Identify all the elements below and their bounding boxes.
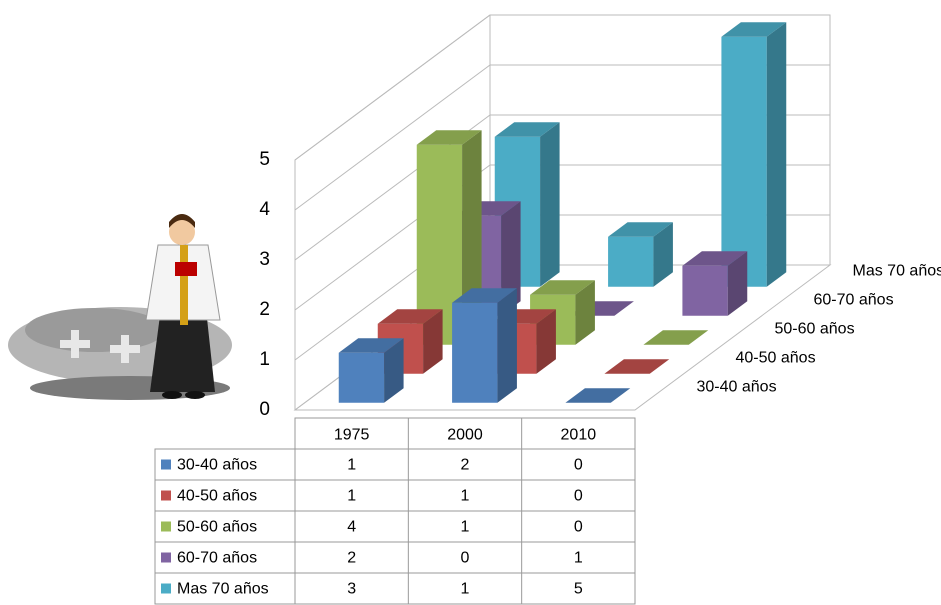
table-cell: 0 xyxy=(574,488,583,505)
bar-top xyxy=(682,251,748,266)
bar-front xyxy=(416,144,463,345)
bar-top xyxy=(604,359,670,374)
bar-top xyxy=(643,330,709,345)
bar-side xyxy=(575,280,595,345)
table-cell: 2 xyxy=(347,550,356,567)
grid-line xyxy=(294,64,830,211)
bar-side xyxy=(766,22,787,287)
table-cell: 1 xyxy=(347,488,356,505)
bar-front xyxy=(338,352,385,403)
grid-line xyxy=(294,14,830,161)
table-cell: 4 xyxy=(347,519,356,536)
y-tick-label: 1 xyxy=(259,349,270,370)
legend-label: 50-60 años xyxy=(177,519,257,536)
depth-axis-label: Mas 70 años xyxy=(853,263,941,280)
legend-key xyxy=(161,583,171,594)
legend-key xyxy=(161,521,171,532)
legend-label: Mas 70 años xyxy=(177,581,269,598)
bar xyxy=(604,359,670,374)
table-header: 2010 xyxy=(561,427,597,444)
table-cell: 1 xyxy=(347,457,356,474)
legend-label: 60-70 años xyxy=(177,550,257,567)
bar xyxy=(565,388,631,403)
bar-top xyxy=(721,22,787,37)
bar xyxy=(452,288,517,403)
depth-axis-label: 60-70 años xyxy=(814,292,894,309)
bar-front xyxy=(682,265,728,316)
legend-key xyxy=(161,552,171,563)
bar-top xyxy=(494,122,560,137)
table-header: 1975 xyxy=(334,427,370,444)
y-tick-label: 3 xyxy=(259,249,270,270)
table-row xyxy=(154,572,636,605)
bar-top xyxy=(565,388,631,403)
depth-axis-label: 50-60 años xyxy=(775,321,855,338)
depth-axis-label: 30-40 años xyxy=(697,379,777,396)
y-tick-label: 2 xyxy=(259,299,270,320)
bar xyxy=(721,22,787,287)
bar-side xyxy=(423,309,443,374)
table-cell: 1 xyxy=(574,550,583,567)
bar-top xyxy=(608,222,673,237)
legend-label: 40-50 años xyxy=(177,488,257,505)
bar-side xyxy=(497,288,517,403)
depth-axis-label: 40-50 años xyxy=(736,350,816,367)
clipart xyxy=(8,214,232,400)
y-tick-label: 0 xyxy=(259,399,270,420)
table-cell: 0 xyxy=(574,519,583,536)
bar-top xyxy=(338,338,404,353)
y-tick-label: 5 xyxy=(259,149,270,170)
bar-side xyxy=(536,309,556,374)
table-cell: 1 xyxy=(461,488,470,505)
bar-side xyxy=(653,222,673,287)
bar-side xyxy=(540,122,560,287)
bar-top xyxy=(530,280,595,295)
table-cell: 0 xyxy=(574,457,583,474)
table-cell: 0 xyxy=(461,550,470,567)
bar-top xyxy=(377,309,443,324)
bar-front xyxy=(608,236,654,287)
y-tick-label: 4 xyxy=(259,199,270,220)
table-cell: 2 xyxy=(461,457,470,474)
bar-top xyxy=(416,130,482,145)
legend-key xyxy=(161,459,171,470)
legend-label: 30-40 años xyxy=(177,457,257,474)
table-header: 2000 xyxy=(447,427,483,444)
table-cell: 1 xyxy=(461,581,470,598)
table-cell: 1 xyxy=(461,519,470,536)
grid-line xyxy=(294,164,830,311)
bar-side xyxy=(727,251,748,316)
bar-side xyxy=(501,201,521,316)
table-cell: 5 xyxy=(574,581,583,598)
bar-front xyxy=(721,36,767,287)
table-cell: 3 xyxy=(347,581,356,598)
bar-top xyxy=(452,288,517,303)
bar xyxy=(643,330,709,345)
bar xyxy=(608,222,673,287)
bar xyxy=(682,251,748,316)
bar-side xyxy=(384,338,404,403)
bar-front xyxy=(452,302,498,403)
bar xyxy=(338,338,404,403)
grid-line xyxy=(294,114,830,261)
legend-key xyxy=(161,490,171,501)
